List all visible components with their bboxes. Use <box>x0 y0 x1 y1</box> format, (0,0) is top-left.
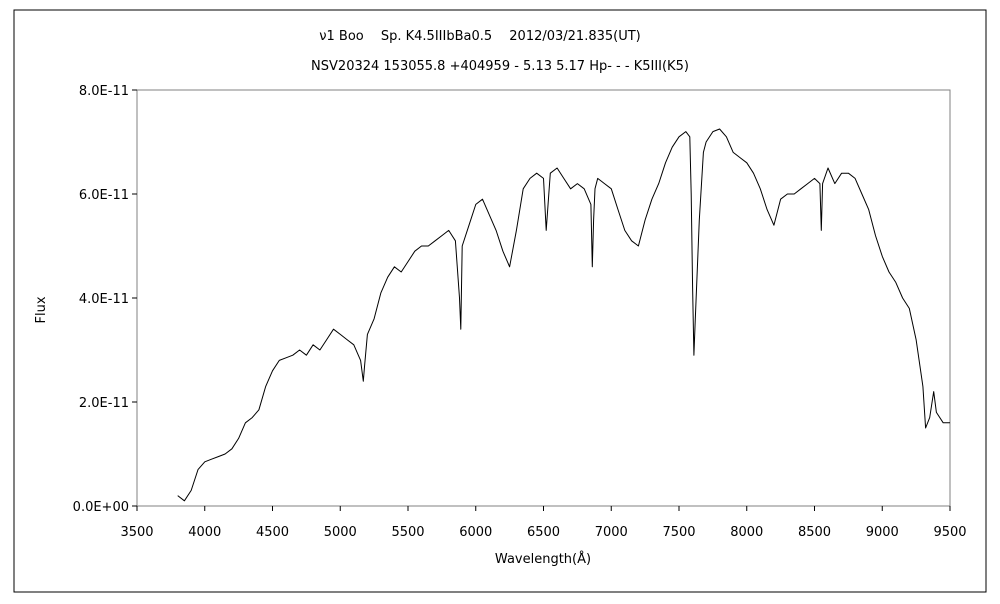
plot-area <box>136 89 951 507</box>
spectrum-line-0 <box>177 128 950 502</box>
x-tick-label: 3500 <box>120 525 153 540</box>
x-tick-label: 4500 <box>256 525 289 540</box>
y-axis-label: Flux <box>34 296 49 323</box>
x-tick-label: 9000 <box>866 525 899 540</box>
x-tick-label: 9500 <box>933 525 966 540</box>
x-tick-label: 4000 <box>188 525 221 540</box>
y-tick-label: 4.0E-11 <box>79 292 129 307</box>
y-tick-label: 2.0E-11 <box>79 396 129 411</box>
y-tick-label: 8.0E-11 <box>79 84 129 99</box>
x-tick-label: 5000 <box>324 525 357 540</box>
chart-subtitle: NSV20324 153055.8 +404959 - 5.13 5.17 Hp… <box>311 59 689 74</box>
x-tick-label: 7500 <box>662 525 695 540</box>
x-tick-label: 6500 <box>527 525 560 540</box>
y-tick-label: 0.0E+00 <box>73 500 129 515</box>
x-axis-label: Wavelength(Å) <box>495 551 591 567</box>
x-tick-label: 8500 <box>798 525 831 540</box>
x-tick-label: 8000 <box>730 525 763 540</box>
x-tick-label: 5500 <box>391 525 424 540</box>
chart-title: ν1 Boo Sp. K4.5IIIbBa0.5 2012/03/21.835(… <box>319 29 641 44</box>
x-tick-label: 7000 <box>595 525 628 540</box>
y-axis: 0.0E+00 2.0E-11 4.0E-11 6.0E-11 8.0E-11 <box>73 84 137 515</box>
series-layer <box>177 128 950 502</box>
x-tick-label: 6000 <box>459 525 492 540</box>
y-tick-label: 6.0E-11 <box>79 188 129 203</box>
x-axis: 3500 4000 4500 5000 5500 6000 6500 7000 7500 8000… <box>120 506 967 540</box>
